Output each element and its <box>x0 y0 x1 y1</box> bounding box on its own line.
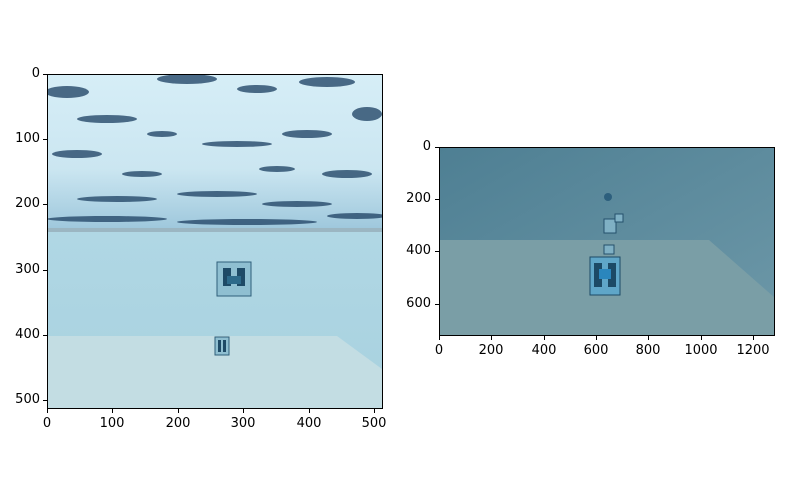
left-x-tick-label: 100 <box>99 416 125 431</box>
left-y-tick-label: 200 <box>15 196 40 211</box>
right-x-tick-label: 0 <box>434 343 444 358</box>
robot-large <box>216 261 252 297</box>
right-y-tick-label: 400 <box>406 243 431 258</box>
robot-large-right <box>589 256 621 296</box>
robot-small <box>214 336 230 356</box>
right-panel-image <box>439 147 774 335</box>
left-y-tick-label: 500 <box>15 392 40 407</box>
right-x-tick-label: 600 <box>583 343 609 358</box>
right-x-tick-label: 1200 <box>736 343 770 358</box>
right-x-tick-label: 200 <box>478 343 504 358</box>
right-y-tick-label: 200 <box>406 191 431 206</box>
left-y-tick-label: 100 <box>15 131 40 146</box>
left-x-tick-label: 200 <box>165 416 191 431</box>
left-x-tick-label: 300 <box>230 416 256 431</box>
left-x-tick-label: 0 <box>42 416 52 431</box>
right-y-tick-label: 0 <box>422 139 431 154</box>
left-y-tick-label: 400 <box>15 327 40 342</box>
right-y-tick-label: 600 <box>406 296 431 311</box>
robots-group <box>589 193 624 296</box>
right-x-tick-label: 1000 <box>684 343 718 358</box>
left-x-tick-label: 500 <box>361 416 387 431</box>
right-x-tick-label: 400 <box>531 343 557 358</box>
left-y-tick-label: 300 <box>15 262 40 277</box>
right-x-tick-label: 800 <box>635 343 661 358</box>
left-y-tick-label: 0 <box>31 66 40 81</box>
left-x-tick-label: 400 <box>296 416 322 431</box>
ice-texture <box>47 74 382 225</box>
left-panel-image <box>47 74 382 408</box>
